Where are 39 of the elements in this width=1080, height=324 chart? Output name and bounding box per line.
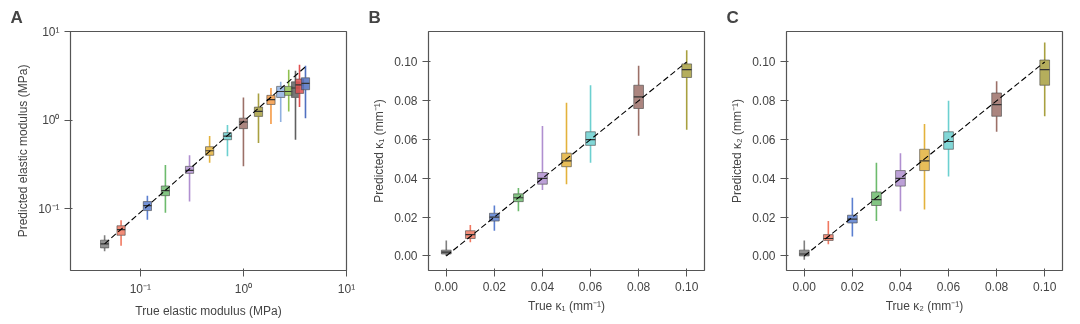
chart-title: A [10, 7, 23, 27]
y-tick-label: 0.02 [394, 210, 418, 225]
x-axis-title: True elastic modulus (MPa) [135, 303, 282, 318]
x-axis-title: True κ₁ (mm⁻¹) [528, 298, 605, 313]
y-axis-title: Predicted elastic modulus (MPa) [16, 64, 31, 238]
x-tick-label: 0.10 [1033, 279, 1057, 294]
y-tick-label: 10⁰ [42, 113, 60, 128]
y-tick-label: 0.00 [394, 249, 418, 264]
x-tick-label: 0.08 [626, 279, 651, 294]
x-tick-label: 0.02 [482, 279, 507, 294]
x-tick-label: 0.02 [840, 279, 865, 294]
y-tick-label: 0.08 [394, 94, 418, 109]
x-tick-label: 0.00 [434, 279, 459, 294]
x-tick-label: 0.00 [792, 279, 817, 294]
y-axis-title: Predicted κ₂ (mm⁻¹) [730, 98, 745, 203]
chart-title: B [368, 7, 381, 27]
x-tick-label: 10¹ [337, 281, 356, 296]
chart-title: C [726, 7, 739, 27]
x-tick-label: 0.08 [984, 279, 1009, 294]
y-tick-label: 0.00 [752, 249, 776, 264]
x-tick-label: 0.04 [530, 279, 555, 294]
y-tick-label: 0.06 [752, 133, 776, 148]
y-tick-label: 0.06 [394, 133, 418, 148]
y-tick-label: 0.02 [752, 210, 776, 225]
y-axis-title: Predicted κ₁ (mm⁻¹) [372, 99, 387, 203]
y-tick-label: 0.10 [752, 55, 776, 70]
x-tick-label: 0.06 [578, 279, 603, 294]
x-tick-label: 0.10 [675, 279, 699, 294]
x-tick-label: 10⁻¹ [129, 281, 152, 296]
y-tick-label: 0.04 [752, 171, 776, 186]
x-tick-label: 0.06 [936, 279, 961, 294]
y-tick-label: 0.08 [752, 94, 776, 109]
x-axis-title: True κ₂ (mm⁻¹) [885, 298, 964, 313]
y-tick-label: 10¹ [42, 24, 60, 39]
y-tick-label: 0.10 [394, 55, 418, 70]
x-tick-label: 0.04 [888, 279, 913, 294]
y-tick-label: 0.04 [394, 171, 418, 186]
y-tick-label: 10⁻¹ [38, 201, 60, 216]
x-tick-label: 10⁰ [234, 281, 253, 296]
